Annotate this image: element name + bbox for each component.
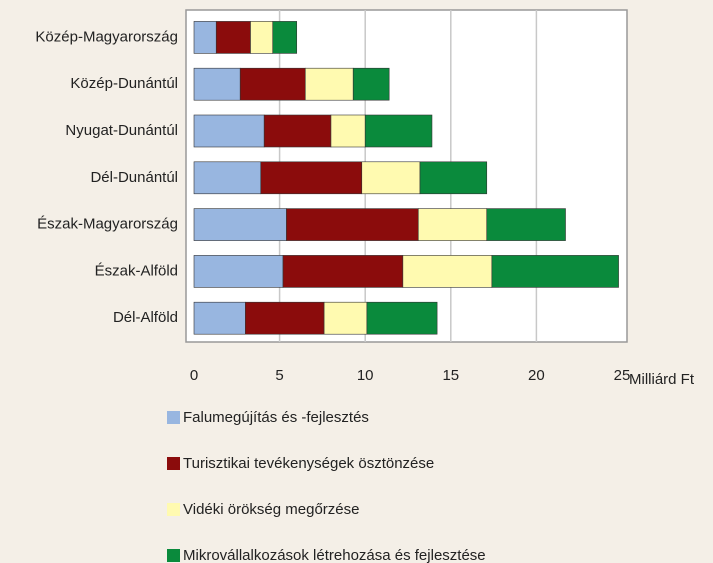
bar-segment — [193, 161, 262, 195]
bar-segment — [366, 301, 438, 335]
legend-swatch — [167, 549, 180, 562]
bar-segment — [193, 255, 284, 288]
x-tick-label: 15 — [442, 367, 459, 384]
bar-segment — [193, 114, 265, 148]
bar-segment — [263, 114, 332, 148]
bar-segment — [193, 301, 246, 335]
x-tick-label: 0 — [190, 367, 198, 384]
legend-label: Mikrovállalkozások létrehozása és fejles… — [183, 547, 486, 563]
bar-segment — [364, 114, 433, 148]
bar-segment — [304, 67, 354, 101]
bar-segment — [419, 161, 488, 195]
y-tick-label: Közép-Magyarország — [35, 28, 178, 45]
legend-swatch — [167, 411, 180, 424]
bar-segment — [239, 67, 306, 101]
y-tick-label: Észak-Magyarország — [37, 216, 178, 233]
y-tick-label: Nyugat-Dunántúl — [65, 122, 178, 139]
x-tick-label: 5 — [275, 367, 283, 384]
bar-segment — [250, 21, 274, 54]
bar-segment — [193, 21, 217, 54]
y-tick-label: Dél-Dunántúl — [90, 169, 178, 186]
y-tick-label: Közép-Dunántúl — [70, 75, 178, 92]
y-tick-label: Dél-Alföld — [113, 309, 178, 326]
bar-segment — [245, 301, 325, 335]
bar-segment — [286, 208, 419, 241]
bar-segment — [193, 208, 287, 241]
y-tick-label: Észak-Alföld — [95, 262, 178, 279]
bar-segment — [272, 21, 298, 54]
bar-segment — [330, 114, 366, 148]
bar-segment — [215, 21, 251, 54]
bar-segment — [361, 161, 421, 195]
x-tick-label: 20 — [528, 367, 545, 384]
bar-segment — [486, 208, 566, 241]
legend-label: Falumegújítás és -fejlesztés — [183, 409, 369, 426]
bar-segment — [260, 161, 363, 195]
x-tick-label: 10 — [357, 367, 374, 384]
bar-segment — [491, 255, 619, 288]
legend-swatch — [167, 503, 180, 516]
bar-segment — [323, 301, 368, 335]
bar-segment — [193, 67, 241, 101]
legend-label: Vidéki örökség megőrzése — [183, 501, 359, 518]
bar-segment — [417, 208, 488, 241]
x-tick-label: 25 — [614, 367, 631, 384]
x-axis-label: Milliárd Ft — [629, 371, 695, 388]
legend-swatch — [167, 457, 180, 470]
legend-label: Turisztikai tevékenységek ösztönzése — [183, 455, 434, 472]
bar-segment — [352, 67, 390, 101]
bar-segment — [402, 255, 493, 288]
bar-segment — [282, 255, 404, 288]
